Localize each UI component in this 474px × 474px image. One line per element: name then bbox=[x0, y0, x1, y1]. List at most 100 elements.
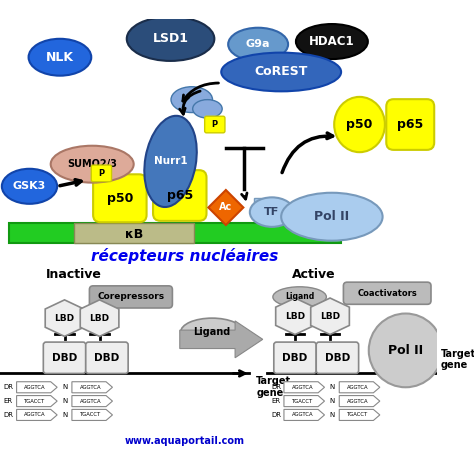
Ellipse shape bbox=[28, 39, 91, 76]
Text: AGGTCA: AGGTCA bbox=[347, 399, 368, 403]
Polygon shape bbox=[17, 382, 57, 393]
Text: P: P bbox=[212, 120, 218, 129]
Text: www.aquaportail.com: www.aquaportail.com bbox=[124, 436, 245, 446]
Text: Ac: Ac bbox=[219, 202, 232, 212]
Ellipse shape bbox=[192, 100, 222, 118]
Bar bbox=[9, 223, 341, 244]
Ellipse shape bbox=[51, 146, 134, 182]
Polygon shape bbox=[339, 396, 380, 407]
Text: TGACCT: TGACCT bbox=[80, 412, 101, 418]
Text: DR: DR bbox=[4, 412, 14, 418]
Text: HDAC1: HDAC1 bbox=[309, 35, 355, 48]
Polygon shape bbox=[45, 300, 84, 337]
Text: DBD: DBD bbox=[283, 353, 308, 363]
Text: Corepressors: Corepressors bbox=[97, 292, 164, 301]
Text: LSD1: LSD1 bbox=[153, 32, 189, 46]
Ellipse shape bbox=[250, 197, 294, 227]
Polygon shape bbox=[209, 190, 243, 225]
Text: p65: p65 bbox=[397, 118, 423, 131]
Ellipse shape bbox=[296, 24, 368, 59]
Text: G9a: G9a bbox=[246, 39, 270, 49]
Polygon shape bbox=[17, 396, 57, 407]
FancyBboxPatch shape bbox=[91, 165, 111, 182]
Text: AGGTCA: AGGTCA bbox=[80, 399, 101, 403]
FancyBboxPatch shape bbox=[343, 282, 431, 304]
Text: N: N bbox=[329, 412, 335, 418]
Polygon shape bbox=[276, 298, 314, 335]
Ellipse shape bbox=[281, 193, 383, 241]
Ellipse shape bbox=[127, 17, 214, 61]
Ellipse shape bbox=[369, 313, 443, 387]
FancyBboxPatch shape bbox=[386, 99, 434, 150]
Text: N: N bbox=[62, 412, 67, 418]
Polygon shape bbox=[72, 382, 112, 393]
Text: Active: Active bbox=[292, 268, 335, 281]
Ellipse shape bbox=[171, 87, 212, 112]
Polygon shape bbox=[339, 410, 380, 420]
Text: N: N bbox=[62, 384, 67, 390]
FancyBboxPatch shape bbox=[86, 342, 128, 374]
Text: DBD: DBD bbox=[52, 353, 77, 363]
FancyBboxPatch shape bbox=[274, 342, 316, 374]
Text: ER: ER bbox=[271, 398, 280, 404]
Text: N: N bbox=[329, 384, 335, 390]
FancyBboxPatch shape bbox=[153, 170, 207, 221]
Text: Coactivators: Coactivators bbox=[357, 289, 417, 298]
Text: Nurr1: Nurr1 bbox=[154, 156, 187, 166]
Polygon shape bbox=[284, 382, 325, 393]
FancyBboxPatch shape bbox=[93, 174, 146, 222]
Text: LBD: LBD bbox=[90, 314, 109, 323]
Text: DBD: DBD bbox=[325, 353, 350, 363]
Polygon shape bbox=[339, 382, 380, 393]
Bar bbox=[254, 198, 267, 206]
FancyBboxPatch shape bbox=[43, 342, 86, 374]
Text: TF: TF bbox=[264, 207, 280, 217]
Text: p50: p50 bbox=[107, 192, 133, 205]
Text: Target
gene: Target gene bbox=[441, 349, 474, 370]
Text: récepteurs nucléaires: récepteurs nucléaires bbox=[91, 248, 278, 264]
Text: AGGTCA: AGGTCA bbox=[292, 385, 313, 390]
Text: AGGTCA: AGGTCA bbox=[292, 412, 313, 418]
Text: Target
gene: Target gene bbox=[256, 376, 292, 398]
Polygon shape bbox=[311, 298, 349, 335]
Text: DR: DR bbox=[271, 412, 281, 418]
Text: Ligand: Ligand bbox=[193, 327, 231, 337]
Polygon shape bbox=[72, 410, 112, 420]
Polygon shape bbox=[72, 396, 112, 407]
Text: Pol II: Pol II bbox=[388, 344, 423, 357]
Ellipse shape bbox=[2, 169, 57, 204]
Text: NLK: NLK bbox=[46, 51, 74, 64]
FancyBboxPatch shape bbox=[205, 116, 225, 133]
Text: GSK3: GSK3 bbox=[13, 181, 46, 191]
Ellipse shape bbox=[273, 287, 327, 307]
Text: LBD: LBD bbox=[285, 312, 305, 321]
Ellipse shape bbox=[334, 97, 385, 152]
Text: Pol II: Pol II bbox=[314, 210, 349, 223]
Text: N: N bbox=[62, 398, 67, 404]
Text: Inactive: Inactive bbox=[46, 268, 102, 281]
Text: DBD: DBD bbox=[94, 353, 119, 363]
Text: LBD: LBD bbox=[320, 312, 340, 321]
Ellipse shape bbox=[181, 318, 243, 346]
Text: Ligand: Ligand bbox=[285, 292, 314, 301]
FancyBboxPatch shape bbox=[90, 286, 173, 308]
Text: TGACCT: TGACCT bbox=[292, 399, 313, 403]
Text: AGGTCA: AGGTCA bbox=[347, 385, 368, 390]
Text: CoREST: CoREST bbox=[255, 65, 308, 79]
Ellipse shape bbox=[144, 116, 197, 207]
Text: DR: DR bbox=[271, 384, 281, 390]
Text: p50: p50 bbox=[346, 118, 373, 131]
Text: TGACCT: TGACCT bbox=[347, 412, 368, 418]
Text: AGGTCA: AGGTCA bbox=[80, 385, 101, 390]
FancyBboxPatch shape bbox=[316, 342, 359, 374]
Text: ER: ER bbox=[4, 398, 13, 404]
Polygon shape bbox=[17, 410, 57, 420]
Text: N: N bbox=[329, 398, 335, 404]
Polygon shape bbox=[284, 396, 325, 407]
Polygon shape bbox=[80, 300, 119, 337]
Text: AGGTCA: AGGTCA bbox=[24, 412, 46, 418]
Polygon shape bbox=[180, 321, 263, 358]
Text: SUMO2/3: SUMO2/3 bbox=[67, 159, 117, 169]
Text: p65: p65 bbox=[167, 189, 193, 202]
Text: κB: κB bbox=[125, 228, 143, 241]
